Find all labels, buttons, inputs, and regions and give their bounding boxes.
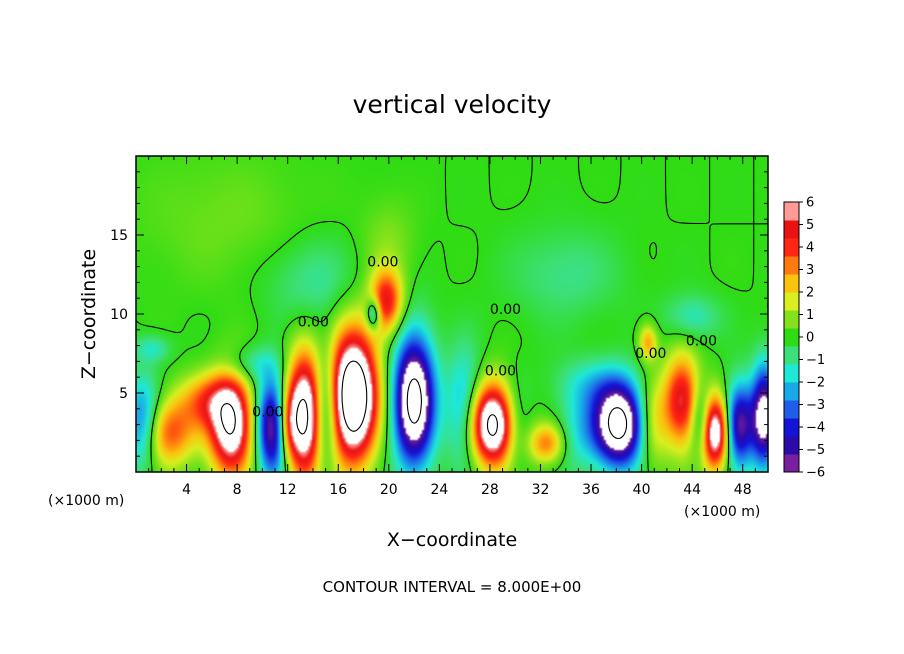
- colorbar-tick-label: −5: [806, 443, 825, 458]
- colorbar-swatch: [784, 274, 799, 293]
- contour-labels: 0.00 0.00 0.00 0.00 0.00 0.00 0.00: [252, 255, 717, 421]
- x-tick-label: 20: [380, 482, 398, 498]
- x-tick-label: 4: [182, 482, 191, 498]
- contour-interval-note: CONTOUR INTERVAL = 8.000E+00: [323, 578, 582, 596]
- x-tick-label: 12: [279, 482, 297, 498]
- colorbar-tick-label: 3: [806, 263, 814, 278]
- contour-label: 0.00: [686, 334, 717, 350]
- colorbar-swatch: [784, 238, 799, 257]
- colorbar-swatch: [784, 310, 799, 329]
- contour-neg: [406, 378, 628, 440]
- x-tick-label: 44: [683, 482, 701, 498]
- contour-pos: [220, 360, 498, 436]
- velocity-field: [136, 156, 768, 472]
- x-unit-label-left: (×1000 m): [48, 493, 124, 509]
- colorbar-swatch: [784, 454, 799, 473]
- contour-lines: [136, 156, 768, 472]
- colorbar: 6 5 4 3 2 1 0 −1 −2 −3 −4 −5 −6: [783, 196, 825, 481]
- y-tick-label: 5: [119, 386, 128, 402]
- colorbar-swatch: [784, 256, 799, 275]
- x-unit-label-right: (×1000 m): [684, 504, 760, 520]
- colorbar-tick-label: 2: [806, 286, 814, 301]
- chart-title: vertical velocity: [353, 90, 552, 119]
- colorbar-tick-label: 5: [806, 218, 814, 233]
- x-tick-label: 36: [582, 482, 600, 498]
- colorbar-tick-label: −6: [806, 466, 825, 481]
- contour-zero: [136, 156, 768, 472]
- y-tick-label: 15: [110, 228, 128, 244]
- colorbar-swatch: [784, 202, 799, 221]
- colorbar-tick-label: 0: [806, 331, 814, 346]
- colorbar-tick-label: −4: [806, 421, 825, 436]
- contour-label: 0.00: [485, 364, 516, 380]
- x-tick-label: 28: [481, 482, 499, 498]
- y-axis: 5 10 15: [110, 171, 768, 457]
- colorbar-swatch: [784, 220, 799, 239]
- colorbar-swatch: [784, 382, 799, 401]
- colorbar-swatch: [784, 400, 799, 419]
- colorbar-tick-label: −2: [806, 376, 825, 391]
- x-tick-label: 24: [430, 482, 448, 498]
- colorbar-swatch: [784, 418, 799, 437]
- x-tick-label: 16: [329, 482, 347, 498]
- colorbar-swatch: [784, 346, 799, 365]
- contour-label: 0.00: [490, 302, 521, 318]
- colorbar-tick-label: 4: [806, 241, 814, 256]
- x-tick-label: 40: [633, 482, 651, 498]
- colorbar-tick-label: −3: [806, 398, 825, 413]
- y-axis-label: Z−coordinate: [78, 249, 100, 379]
- colorbar-tick-label: 6: [806, 196, 814, 211]
- contour-label: 0.00: [367, 255, 398, 271]
- x-tick-label: 48: [734, 482, 752, 498]
- colorbar-swatch: [784, 292, 799, 311]
- colorbar-swatch: [784, 364, 799, 383]
- contour-label: 0.00: [635, 346, 666, 362]
- x-axis-label: X−coordinate: [387, 529, 517, 551]
- colorbar-tick-label: 1: [806, 308, 814, 323]
- colorbar-swatch: [784, 436, 799, 455]
- colorbar-tick-label: −1: [806, 353, 825, 368]
- x-axis: 4 8 12 16 20 24 28 32 36 40 44 48: [148, 156, 756, 498]
- contour-label: 0.00: [298, 315, 329, 331]
- y-tick-label: 10: [110, 307, 128, 323]
- colorbar-swatch: [784, 328, 799, 347]
- x-tick-label: 32: [532, 482, 550, 498]
- contour-label: 0.00: [252, 405, 283, 421]
- x-tick-label: 8: [233, 482, 242, 498]
